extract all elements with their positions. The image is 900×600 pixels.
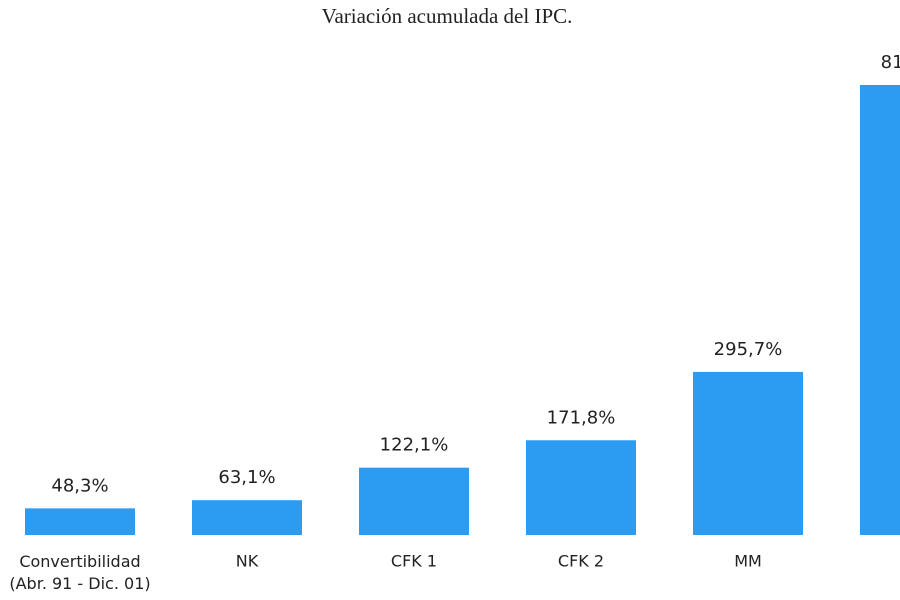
x-tick-label: NK	[236, 552, 259, 571]
x-tick-label: Convertibilidad (Abr. 91 - Dic. 01)	[9, 552, 150, 593]
value-label: 171,8%	[547, 407, 616, 428]
value-label: 48,3%	[51, 475, 108, 496]
chart-title: Variación acumulada del IPC.	[322, 4, 573, 28]
x-tick-label: CFK 2	[558, 552, 604, 571]
x-tick-label: MM	[734, 552, 762, 571]
bar	[693, 371, 803, 535]
bar	[526, 440, 636, 535]
value-label: 63,1%	[218, 467, 275, 488]
value-label: 295,7%	[714, 339, 783, 360]
bar	[860, 85, 900, 535]
bar	[25, 508, 135, 535]
value-label: 816,0%	[881, 52, 900, 73]
value-label: 122,1%	[380, 435, 449, 456]
bar	[192, 500, 302, 535]
bar	[359, 467, 469, 535]
x-tick-label: CFK 1	[391, 552, 437, 571]
